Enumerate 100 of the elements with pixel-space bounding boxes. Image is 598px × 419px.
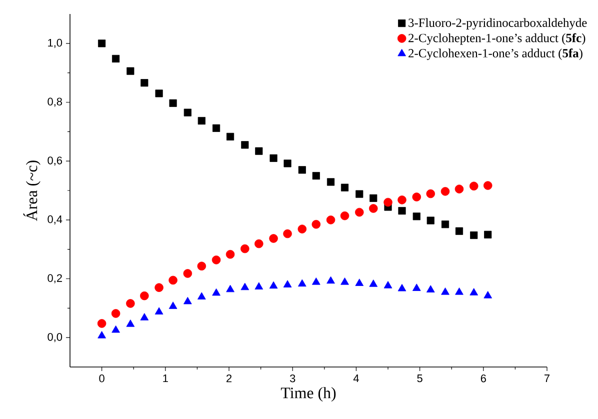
point bbox=[154, 307, 164, 314]
point bbox=[240, 282, 250, 290]
point bbox=[412, 212, 420, 220]
point bbox=[426, 189, 435, 198]
x-tick-label: 3 bbox=[290, 374, 296, 382]
point bbox=[168, 276, 178, 285]
point bbox=[370, 194, 378, 202]
point bbox=[398, 207, 406, 215]
legend-label: 2-Cyclohexen-1-one’s adduct (5fa) bbox=[408, 48, 582, 60]
point bbox=[312, 277, 320, 285]
point bbox=[483, 181, 492, 190]
point bbox=[240, 244, 250, 254]
point bbox=[169, 99, 177, 107]
point bbox=[98, 40, 106, 48]
point bbox=[140, 313, 149, 320]
point bbox=[441, 288, 450, 295]
point bbox=[384, 198, 392, 207]
point bbox=[126, 320, 135, 327]
point bbox=[298, 166, 306, 174]
point bbox=[112, 325, 120, 333]
point bbox=[426, 285, 435, 292]
point bbox=[454, 184, 464, 194]
point bbox=[356, 190, 364, 198]
point bbox=[241, 141, 249, 149]
point bbox=[384, 281, 392, 288]
x-tick-label: 7 bbox=[544, 374, 550, 382]
x-tick-label: 5 bbox=[417, 374, 422, 382]
point bbox=[340, 277, 349, 285]
legend-label: 3-Fluoro-2-pyridinocarboxaldehyde bbox=[408, 18, 587, 30]
point bbox=[368, 204, 378, 213]
point bbox=[270, 154, 278, 162]
y-tick-label: 0,6 bbox=[48, 156, 62, 166]
point bbox=[369, 280, 378, 287]
point bbox=[312, 172, 320, 180]
x-tick-label: 1 bbox=[163, 374, 168, 382]
x-axis-title: Time (h) bbox=[280, 387, 336, 402]
point bbox=[254, 282, 264, 290]
point bbox=[355, 278, 364, 286]
point bbox=[412, 192, 422, 202]
legend-label: 2-Cyclohepten-1-one’s adduct (5fc) bbox=[408, 33, 586, 45]
y-tick-label: 0,0 bbox=[48, 333, 62, 342]
point bbox=[440, 186, 450, 196]
point bbox=[283, 229, 292, 238]
point bbox=[198, 116, 206, 125]
point bbox=[184, 108, 192, 116]
y-tick-label: 0,4 bbox=[48, 215, 62, 224]
point bbox=[312, 220, 321, 229]
point bbox=[426, 216, 434, 224]
point bbox=[98, 331, 106, 338]
point bbox=[183, 296, 192, 304]
point bbox=[155, 90, 163, 98]
y-tick-label: 1,0 bbox=[48, 38, 62, 48]
point bbox=[226, 284, 234, 292]
point bbox=[226, 132, 234, 140]
point bbox=[140, 79, 148, 87]
point bbox=[412, 284, 421, 291]
point bbox=[269, 234, 278, 243]
point bbox=[326, 216, 336, 224]
point bbox=[197, 262, 206, 270]
point bbox=[212, 124, 220, 132]
point bbox=[455, 227, 464, 235]
point bbox=[340, 184, 349, 192]
point bbox=[140, 291, 149, 300]
point bbox=[126, 299, 135, 308]
point bbox=[398, 284, 406, 292]
point bbox=[111, 309, 120, 318]
point bbox=[441, 220, 450, 228]
point bbox=[470, 231, 478, 239]
point bbox=[284, 160, 292, 168]
point bbox=[112, 54, 120, 62]
y-tick-label: 0,2 bbox=[48, 274, 62, 284]
y-axis-title: Área (~c) bbox=[23, 160, 40, 221]
point bbox=[326, 276, 335, 284]
y-tick-label: 0,8 bbox=[48, 98, 62, 107]
point bbox=[355, 208, 364, 217]
point bbox=[484, 291, 492, 298]
point bbox=[298, 224, 307, 234]
point bbox=[212, 288, 220, 296]
point bbox=[398, 196, 406, 204]
point bbox=[484, 230, 492, 238]
point bbox=[326, 178, 335, 186]
point bbox=[298, 279, 306, 287]
point bbox=[254, 239, 264, 248]
point bbox=[212, 256, 221, 264]
x-tick-label: 0 bbox=[99, 374, 104, 382]
point bbox=[154, 283, 164, 292]
point bbox=[255, 147, 263, 155]
point bbox=[340, 211, 350, 220]
point bbox=[470, 288, 478, 296]
x-tick-label: 6 bbox=[480, 374, 486, 382]
point bbox=[226, 250, 235, 259]
point bbox=[97, 319, 106, 328]
point bbox=[283, 280, 292, 288]
point bbox=[269, 281, 278, 289]
point bbox=[197, 292, 206, 300]
point bbox=[455, 288, 464, 295]
point bbox=[126, 67, 134, 75]
point bbox=[168, 302, 178, 309]
x-tick-label: 4 bbox=[353, 374, 359, 382]
point bbox=[183, 269, 192, 278]
